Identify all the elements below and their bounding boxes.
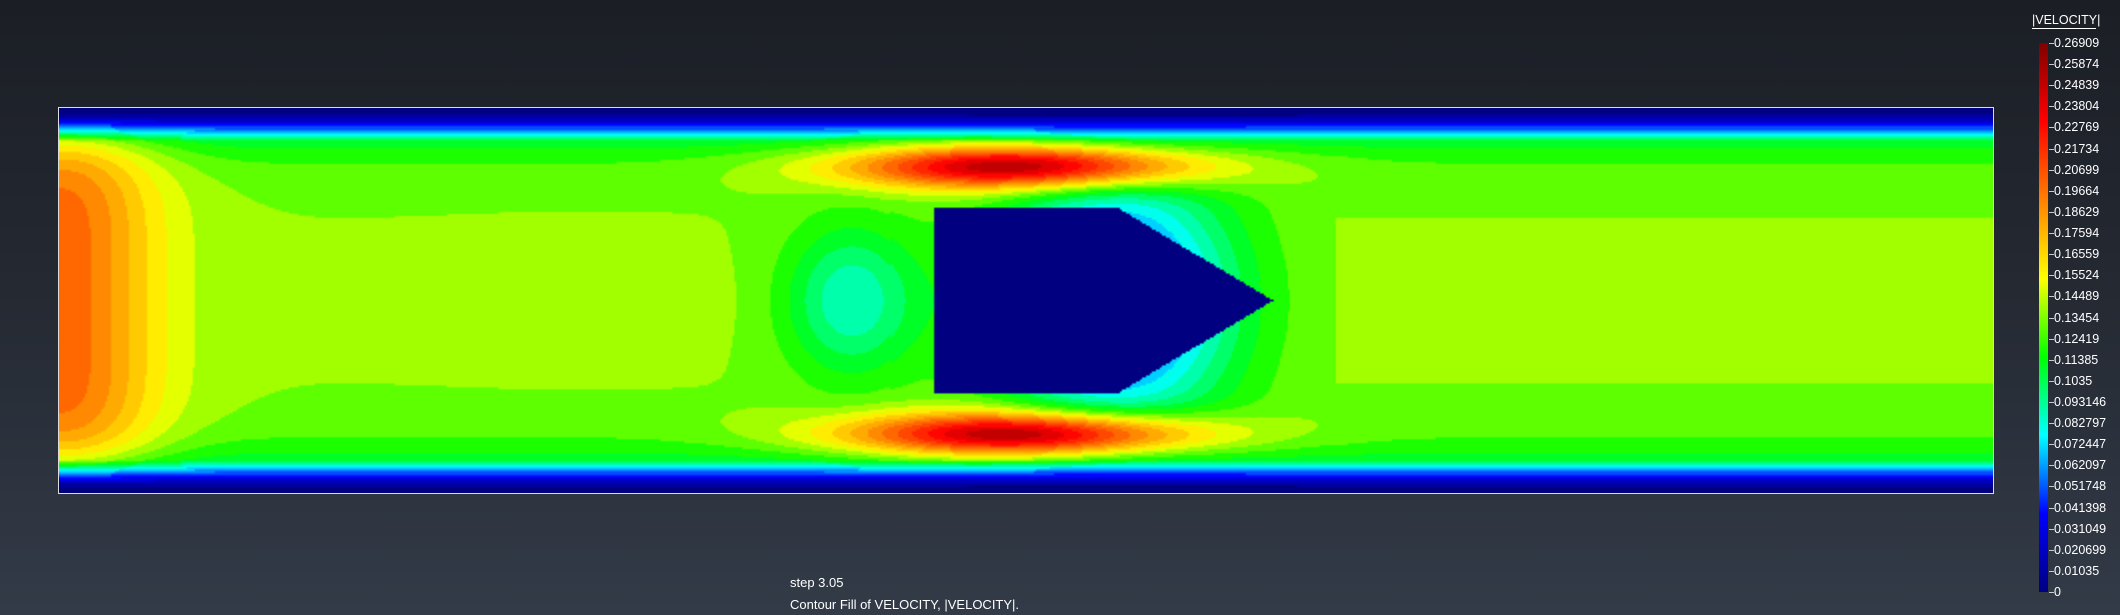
colorbar-tick [2049, 359, 2054, 361]
colorbar-tick-label: 0.21734 [2054, 141, 2100, 156]
colorbar-tick [2049, 85, 2054, 87]
contour-plot-area [58, 107, 1994, 494]
colorbar-tick-label: 0.062097 [2054, 458, 2107, 473]
colorbar-tick [2049, 211, 2054, 213]
colorbar-tick [2049, 169, 2054, 171]
colorbar-tick [2049, 106, 2054, 108]
colorbar-tick-label: 0.25874 [2054, 57, 2100, 72]
colorbar-tick [2049, 486, 2054, 488]
colorbar-tick [2049, 380, 2054, 382]
colorbar-tick-label: 0.051748 [2054, 479, 2107, 494]
colorbar-tick [2049, 528, 2054, 530]
colorbar-tick [2049, 296, 2054, 298]
colorbar-tick-label: 0.031049 [2054, 521, 2107, 536]
colorbar-tick-label: 0.16559 [2054, 247, 2100, 262]
colorbar-tick [2049, 317, 2054, 319]
colorbar-tick-label: 0.14489 [2054, 289, 2100, 304]
colorbar-tick-label: 0.093146 [2054, 394, 2107, 409]
plot-caption: Contour Fill of VELOCITY, |VELOCITY|. [790, 597, 1020, 612]
colorbar-title-underline [2032, 28, 2096, 29]
step-label: step 3.05 [790, 575, 844, 590]
colorbar-tick [2049, 148, 2054, 150]
colorbar-tick [2049, 127, 2054, 129]
velocity-contour-field [59, 108, 1993, 493]
colorbar-tick [2049, 43, 2054, 44]
colorbar-title: |VELOCITY| [2032, 13, 2101, 27]
colorbar-tick [2049, 338, 2054, 340]
colorbar-tick-label: 0.01035 [2054, 563, 2100, 578]
colorbar-tick-label: 0.082797 [2054, 416, 2107, 431]
colorbar-tick [2049, 254, 2054, 256]
colorbar-tick-label: 0.12419 [2054, 331, 2100, 346]
colorbar-tick [2049, 507, 2054, 509]
colorbar-tick [2049, 592, 2054, 593]
colorbar-tick-label: 0.041398 [2054, 500, 2107, 515]
colorbar-tick-label: 0.13454 [2054, 310, 2100, 325]
colorbar-tick-label: 0.11385 [2054, 352, 2099, 367]
colorbar-tick-label: 0 [2054, 585, 2061, 599]
colorbar-tick [2049, 423, 2054, 425]
colorbar-tick-label: 0.23804 [2054, 99, 2100, 114]
colorbar-tick-label: 0.22769 [2054, 120, 2100, 135]
colorbar-tick [2049, 465, 2054, 467]
colorbar-tick-label: 0.24839 [2054, 78, 2100, 93]
colorbar-tick-label: 0.19664 [2054, 183, 2100, 198]
colorbar [2039, 43, 2048, 592]
colorbar-tick-label: 0.17594 [2054, 226, 2100, 241]
colorbar-tick [2049, 549, 2054, 551]
colorbar-tick-label: 0.26909 [2054, 36, 2100, 50]
colorbar-tick-label: 0.18629 [2054, 204, 2100, 219]
colorbar-tick-label: 0.20699 [2054, 162, 2100, 177]
colorbar-tick-label: 0.020699 [2054, 542, 2107, 557]
colorbar-tick [2049, 190, 2054, 192]
colorbar-tick-label: 0.1035 [2054, 373, 2093, 388]
colorbar-tick [2049, 64, 2054, 66]
colorbar-tick [2049, 233, 2054, 235]
colorbar-tick-label: 0.072447 [2054, 437, 2107, 452]
colorbar-tick [2049, 401, 2054, 403]
colorbar-tick [2049, 444, 2054, 446]
colorbar-tick [2049, 275, 2054, 277]
colorbar-tick [2049, 570, 2054, 572]
colorbar-tick-label: 0.15524 [2054, 268, 2100, 283]
